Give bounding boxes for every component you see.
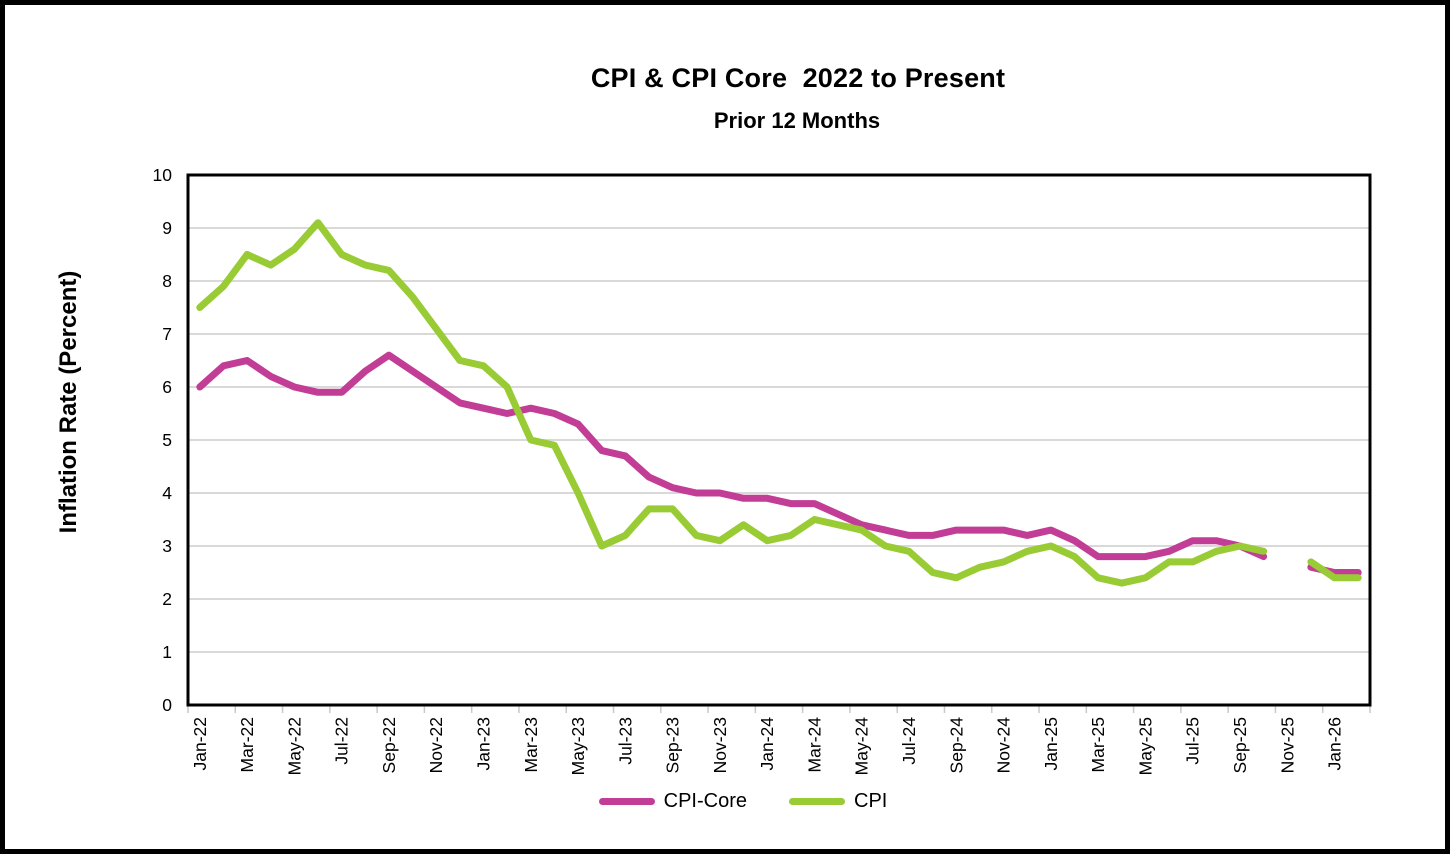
x-axis-label: Nov-24 [994,717,1014,774]
x-axis-label: Jul-22 [332,717,352,765]
legend-item-cpi-core: CPI-Core [598,790,747,813]
cpi-core-line-swatch-icon [598,798,655,805]
y-axis-label: 0 [162,695,172,715]
chart-legend: CPI-Core CPI [188,790,1298,813]
y-axis-label: 3 [162,536,172,556]
x-axis-label: May-22 [284,717,304,775]
x-axis-label: May-23 [568,717,588,775]
x-axis-label: Nov-22 [426,717,446,773]
legend-label-cpi-core: CPI-Core [663,790,747,812]
legend-item-cpi: CPI [789,790,887,813]
y-axis-label: 1 [162,642,172,662]
x-axis-label: Jul-23 [615,717,635,765]
x-axis-label: Jan-25 [1041,717,1061,771]
y-axis-label: 2 [162,589,172,609]
x-axis-label: Jan-26 [1325,717,1345,771]
y-axis-label: 6 [162,377,172,397]
x-axis-label: Mar-23 [521,717,541,772]
y-axis-label: 8 [162,271,172,291]
x-axis-label: Sep-23 [663,717,683,773]
chart-title: CPI & CPI Core 2022 to Present [590,63,1006,93]
chart-subtitle: Prior 12 Months [713,108,881,133]
cpi-line-swatch-icon [789,798,845,805]
x-axis-label: Jan-24 [757,717,777,771]
x-axis-label: Nov-25 [1277,717,1297,773]
y-axis-label: 9 [162,218,172,238]
x-axis-label: Jul-24 [899,717,919,765]
x-axis-label: Sep-24 [946,717,966,774]
x-axis-label: Mar-24 [804,717,824,773]
y-axis-label: 7 [162,324,172,344]
x-axis-label: Nov-23 [710,717,730,773]
x-axis-label: May-24 [852,717,872,776]
y-axis-label: 10 [153,165,173,185]
legend-label-cpi: CPI [854,790,888,812]
x-axis-label: May-25 [1135,717,1155,775]
y-axis-label: 5 [162,430,172,450]
chart-plot-area: 0 1 2 3 4 5 6 7 8 9 10 Jan-22 Mar-22 May-22 Jul-22 Sep-… [153,165,1372,776]
x-axis-label: Mar-25 [1088,717,1108,772]
cpi-line [196,219,1362,587]
x-axis-label: Jan-22 [190,717,210,771]
x-axis-label: Jul-25 [1183,717,1203,765]
x-axis-label: Mar-22 [237,717,257,772]
x-axis-label: Jan-23 [474,717,494,771]
x-axis-label: Sep-22 [379,717,399,773]
y-axis-label: 4 [162,483,172,503]
x-axis-label: Sep-25 [1230,717,1250,773]
plot-border [186,173,1372,707]
